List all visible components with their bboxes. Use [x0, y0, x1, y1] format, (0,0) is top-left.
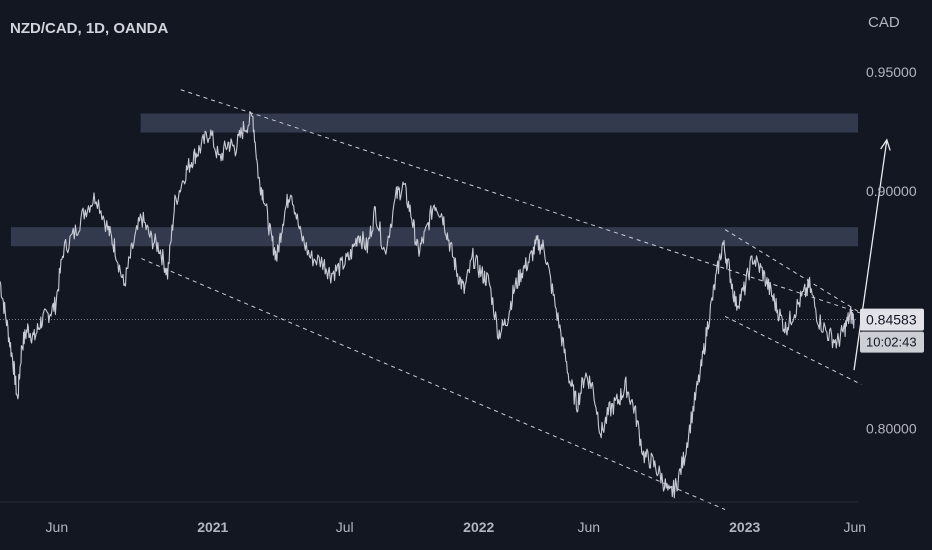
trend-line-2[interactable] [141, 258, 726, 510]
countdown-badge [860, 331, 924, 353]
trend-line-3[interactable] [724, 229, 862, 314]
x-tick-label: 2022 [463, 519, 494, 535]
resistance-zone-2[interactable] [10, 227, 858, 247]
y-tick-label: 0.95000 [866, 64, 917, 80]
trend-line-4[interactable] [724, 315, 862, 385]
price-series-line[interactable] [0, 111, 855, 499]
forecast-arrow-shaft[interactable] [853, 139, 888, 371]
symbol-title: NZD/CAD, 1D, OANDA [10, 20, 169, 37]
resistance-zone-1[interactable] [140, 113, 858, 133]
x-tick-label: 2021 [197, 519, 228, 535]
x-tick-label: Jul [336, 519, 354, 535]
y-tick-label: 0.90000 [866, 183, 917, 199]
forecast-arrow-head [880, 138, 891, 151]
y-axis-label: CAD [868, 14, 900, 31]
countdown-label: 10:02:43 [866, 335, 917, 350]
x-tick-label: Jun [577, 519, 600, 535]
y-tick-label: 0.80000 [866, 421, 917, 437]
current-price-badge [860, 308, 924, 331]
x-tick-label: Jun [843, 519, 866, 535]
current-price-label: 0.84583 [866, 312, 917, 328]
x-tick-label: 2023 [729, 519, 760, 535]
x-tick-label: Jun [46, 519, 69, 535]
